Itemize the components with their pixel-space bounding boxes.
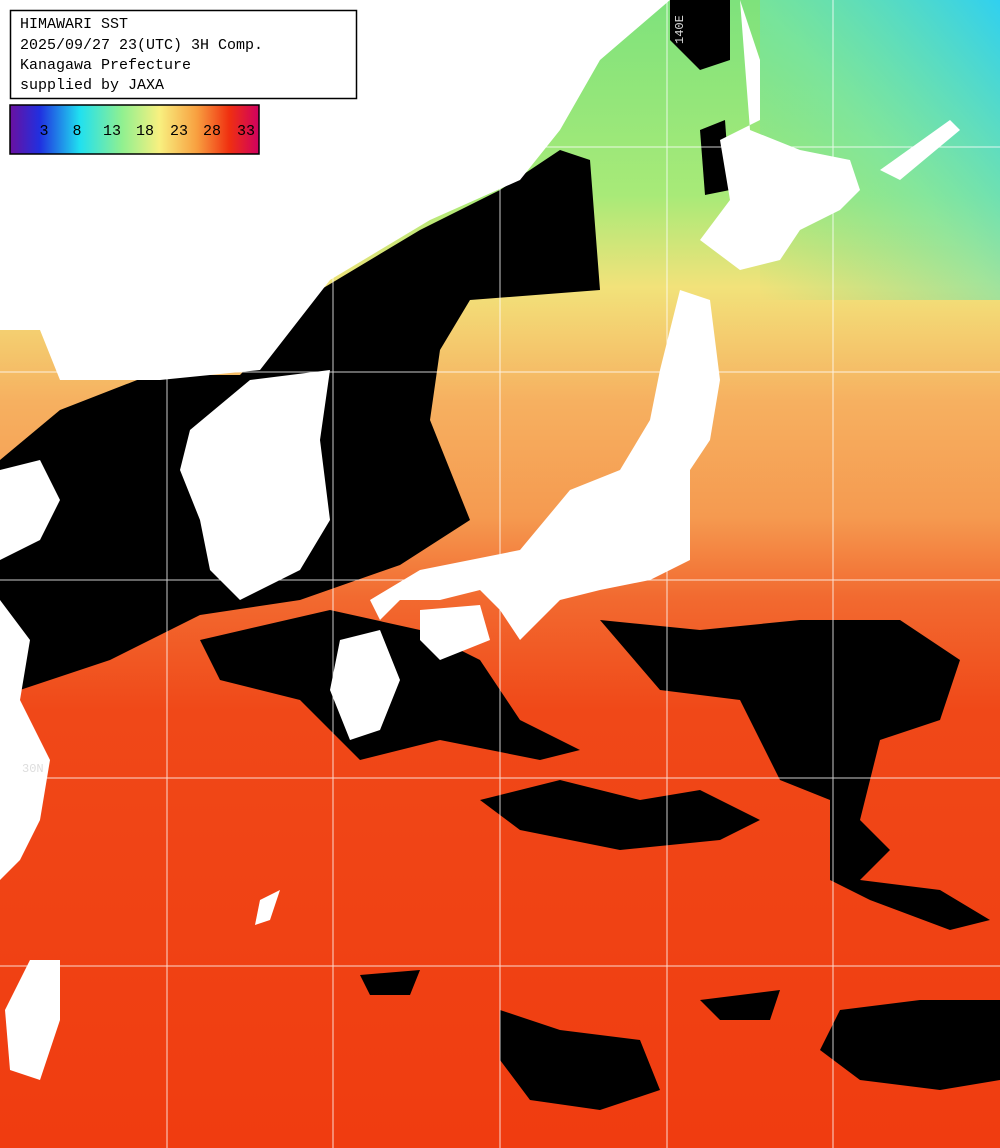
header-line: supplied by JAXA xyxy=(20,77,164,94)
colorbar-tick: 3 xyxy=(39,123,48,140)
colorbar-tick: 23 xyxy=(170,123,188,140)
header-box xyxy=(9,9,358,100)
colorbar-tick: 18 xyxy=(136,123,154,140)
colorbar-tick: 33 xyxy=(237,123,255,140)
header-line: 2025/09/27 23(UTC) 3H Comp. xyxy=(20,37,263,54)
colorbar xyxy=(9,104,260,155)
lat-label: 30N xyxy=(22,762,44,776)
colorbar-tick: 8 xyxy=(72,123,81,140)
header-line: HIMAWARI SST xyxy=(20,16,128,33)
colorbar-tick: 13 xyxy=(103,123,121,140)
colorbar-tick: 28 xyxy=(203,123,221,140)
lon-label: 140E xyxy=(673,15,687,44)
header-line: Kanagawa Prefecture xyxy=(20,57,191,74)
